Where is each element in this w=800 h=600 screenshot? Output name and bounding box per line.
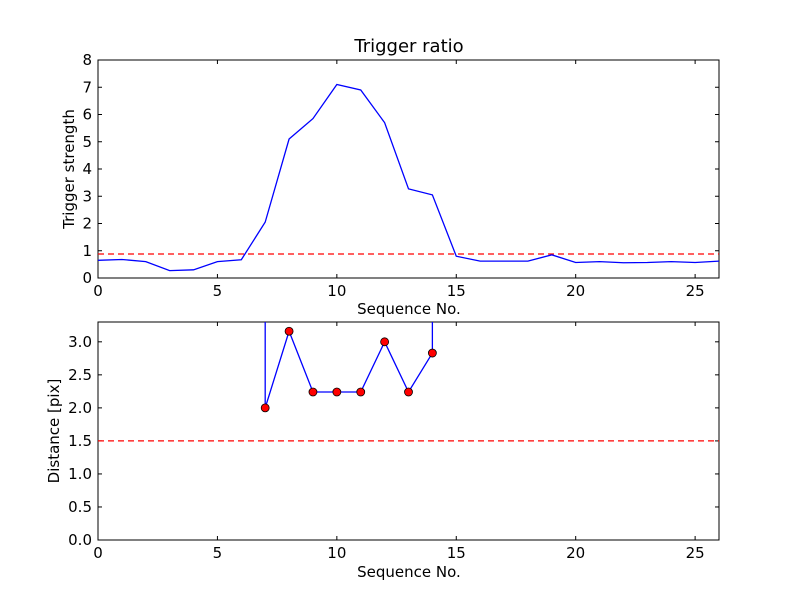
series-line xyxy=(97,83,720,272)
y-tick-label: 1 xyxy=(82,242,92,260)
y-tick-label: 2.0 xyxy=(68,399,92,417)
data-point xyxy=(356,387,366,397)
x-axis: 0 5 10 15 20 25 xyxy=(93,322,705,562)
y-tick-label: 7 xyxy=(82,78,92,96)
y-tick-label: 2.5 xyxy=(68,366,92,384)
y-tick-label: 3.0 xyxy=(68,333,92,351)
y-tick-label: 0.0 xyxy=(68,531,92,549)
series-line xyxy=(264,322,434,409)
data-point xyxy=(284,326,294,336)
plot-title: Trigger ratio xyxy=(353,36,463,57)
y-tick-label: 4 xyxy=(82,160,92,178)
data-point xyxy=(332,387,342,397)
data-point xyxy=(404,387,413,397)
x-tick-label: 5 xyxy=(213,544,223,562)
data-point xyxy=(427,348,437,358)
x-tick-label: 10 xyxy=(327,282,346,300)
x-tick-label: 15 xyxy=(447,544,466,562)
y-tick-label: 3 xyxy=(82,187,92,205)
series-group xyxy=(260,322,437,413)
x-tick-label: 5 xyxy=(213,282,223,300)
x-axis-label: Sequence No. xyxy=(357,563,461,581)
y-tick-label: 1.5 xyxy=(68,432,92,450)
y-axis: 0.0 0.5 1.0 1.5 2.0 2.5 3.0 xyxy=(68,333,719,549)
x-tick-label: 25 xyxy=(686,282,705,300)
data-point xyxy=(260,403,270,413)
y-tick-label: 0.5 xyxy=(68,498,92,516)
x-tick-label: 25 xyxy=(686,544,705,562)
y-tick-label: 6 xyxy=(82,106,92,124)
x-axis: 0 5 10 15 20 25 xyxy=(93,60,705,300)
y-axis-label: Trigger strength xyxy=(60,109,78,230)
x-tick-label: 20 xyxy=(566,544,585,562)
y-tick-label: 8 xyxy=(82,51,92,69)
x-axis-label: Sequence No. xyxy=(357,300,461,318)
trigger-ratio-plot: Trigger ratio 0 5 10 15 20 25 0 1 2 3 4 5 6 7 8 Seque… xyxy=(60,36,720,318)
y-axis-label: Distance [pix] xyxy=(45,379,63,484)
x-tick-label: 0 xyxy=(93,544,103,562)
series-group xyxy=(97,83,720,272)
data-point xyxy=(308,387,318,397)
distance-plot: 0 5 10 15 20 25 0.0 0.5 1.0 1.5 2.0 2.5 3.0 Sequenc… xyxy=(45,321,720,581)
y-tick-label: 2 xyxy=(82,215,92,233)
data-point xyxy=(380,337,390,347)
x-tick-label: 15 xyxy=(447,282,466,300)
x-tick-label: 0 xyxy=(93,282,103,300)
x-tick-label: 10 xyxy=(327,544,346,562)
x-tick-label: 20 xyxy=(566,282,585,300)
y-axis: 0 1 2 3 4 5 6 7 8 xyxy=(82,51,719,287)
y-tick-label: 1.0 xyxy=(68,465,92,483)
y-tick-label: 0 xyxy=(82,269,92,287)
y-tick-label: 5 xyxy=(82,133,92,151)
plot-frame xyxy=(97,321,720,541)
